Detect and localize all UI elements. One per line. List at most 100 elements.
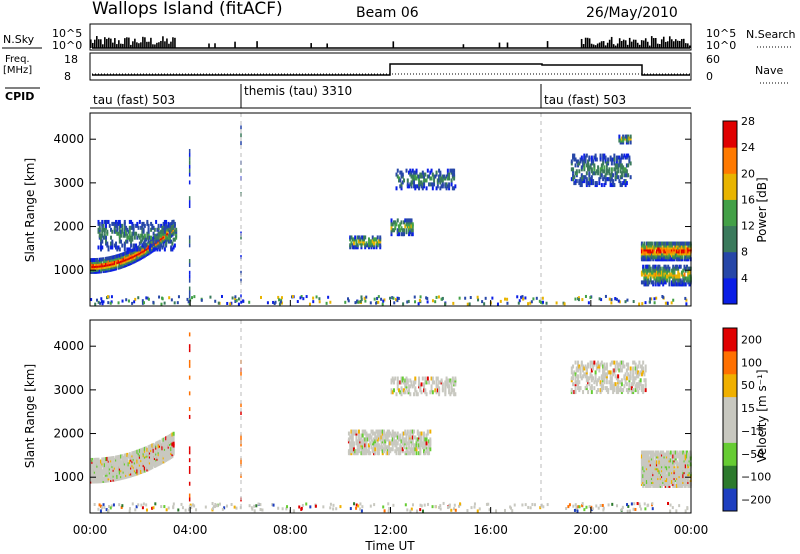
echo-pixel bbox=[593, 163, 596, 168]
echo-pixel bbox=[395, 172, 398, 177]
echo-pixel bbox=[367, 433, 370, 438]
ground-pixel bbox=[128, 509, 131, 513]
echo-pixel bbox=[380, 435, 383, 440]
echo-pixel bbox=[640, 384, 643, 389]
echo-pixel bbox=[675, 460, 678, 465]
ground-pixel bbox=[102, 300, 105, 304]
echo-pixel bbox=[579, 386, 582, 391]
echo-pixel bbox=[577, 360, 580, 365]
echo-pixel bbox=[614, 382, 617, 387]
ground-pixel bbox=[684, 509, 687, 513]
noise-bar bbox=[604, 45, 607, 48]
echo-pixel bbox=[131, 225, 134, 230]
echo-pixel bbox=[170, 447, 173, 452]
echo-pixel bbox=[396, 441, 399, 446]
echo-pixel bbox=[590, 368, 593, 373]
ground-pixel bbox=[214, 505, 217, 509]
echo-pixel bbox=[163, 219, 166, 224]
echo-pixel bbox=[682, 249, 685, 254]
echo-pixel bbox=[143, 446, 146, 451]
x-axis-label: Time UT bbox=[364, 539, 415, 553]
echo-pixel bbox=[415, 451, 418, 456]
ground-pixel bbox=[281, 507, 284, 511]
echo-pixel bbox=[420, 431, 423, 436]
echo-pixel bbox=[158, 439, 161, 444]
noise-bar bbox=[580, 38, 583, 48]
ground-pixel bbox=[98, 503, 101, 507]
echo-pixel bbox=[415, 176, 418, 181]
echo-pixel bbox=[111, 239, 114, 244]
echo-pixel bbox=[453, 388, 456, 393]
noise-bar bbox=[624, 40, 627, 48]
echo-pixel bbox=[418, 376, 421, 381]
ground-pixel bbox=[382, 299, 385, 303]
echo-pixel bbox=[654, 268, 657, 273]
echo-pixel bbox=[92, 264, 95, 269]
echo-pixel bbox=[120, 239, 123, 244]
echo-pixel bbox=[142, 241, 145, 246]
echo-pixel bbox=[110, 227, 113, 232]
echo-pixel bbox=[141, 229, 144, 234]
ground-pixel bbox=[393, 301, 396, 305]
ground-pixel bbox=[576, 509, 579, 513]
echo-pixel bbox=[153, 444, 156, 449]
noise-bar bbox=[114, 38, 116, 48]
echo-pixel bbox=[399, 184, 402, 189]
echo-pixel bbox=[441, 182, 444, 187]
echo-pixel bbox=[117, 219, 120, 224]
ground-pixel bbox=[473, 505, 476, 509]
ground-pixel bbox=[506, 297, 509, 301]
ground-pixel bbox=[562, 301, 565, 305]
echo-pixel bbox=[450, 390, 453, 395]
echo-pixel bbox=[115, 455, 118, 460]
echo-pixel bbox=[628, 382, 631, 387]
echo-pixel bbox=[428, 174, 431, 179]
echo-pixel bbox=[366, 433, 369, 438]
echo-pixel bbox=[679, 472, 682, 477]
ground-pixel bbox=[444, 302, 447, 306]
echo-pixel bbox=[106, 456, 109, 461]
echo-pixel bbox=[672, 247, 675, 252]
echo-pixel bbox=[600, 163, 603, 168]
ground-pixel bbox=[632, 300, 635, 304]
ground-pixel bbox=[176, 301, 179, 305]
echo-pixel bbox=[610, 167, 613, 172]
ground-pixel bbox=[524, 296, 527, 300]
echo-pixel bbox=[580, 376, 583, 381]
stripe-pixel bbox=[188, 469, 191, 474]
echo-pixel bbox=[406, 178, 409, 183]
echo-pixel bbox=[380, 447, 383, 452]
echo-pixel bbox=[393, 435, 396, 440]
echo-pixel bbox=[640, 368, 643, 373]
echo-pixel bbox=[356, 451, 359, 456]
echo-pixel bbox=[142, 227, 145, 232]
echo-pixel bbox=[172, 237, 175, 242]
ground-pixel bbox=[575, 505, 578, 509]
echo-pixel bbox=[147, 245, 150, 250]
echo-pixel bbox=[683, 272, 686, 277]
echo-pixel bbox=[582, 175, 585, 180]
echo-pixel bbox=[687, 247, 690, 252]
echo-pixel bbox=[652, 476, 655, 481]
ground-pixel bbox=[476, 295, 479, 299]
echo-pixel bbox=[107, 464, 110, 469]
ground-pixel bbox=[583, 508, 586, 512]
ground-pixel bbox=[531, 502, 534, 506]
echo-pixel bbox=[677, 468, 680, 473]
power-y-axis-label: Slant Range [km] bbox=[23, 158, 37, 262]
echo-pixel bbox=[382, 429, 385, 434]
echo-pixel bbox=[614, 364, 617, 369]
echo-pixel bbox=[96, 257, 99, 262]
echo-pixel bbox=[118, 225, 121, 230]
echo-pixel bbox=[594, 376, 597, 381]
echo-pixel bbox=[570, 376, 573, 381]
echo-pixel bbox=[155, 219, 158, 224]
echo-pixel bbox=[634, 376, 637, 381]
stripe-pixel bbox=[188, 332, 191, 337]
echo-pixel bbox=[138, 247, 141, 252]
echo-pixel bbox=[413, 174, 416, 179]
echo-pixel bbox=[612, 390, 615, 395]
echo-pixel bbox=[390, 433, 393, 438]
echo-pixel bbox=[424, 437, 427, 442]
echo-pixel bbox=[652, 245, 655, 250]
